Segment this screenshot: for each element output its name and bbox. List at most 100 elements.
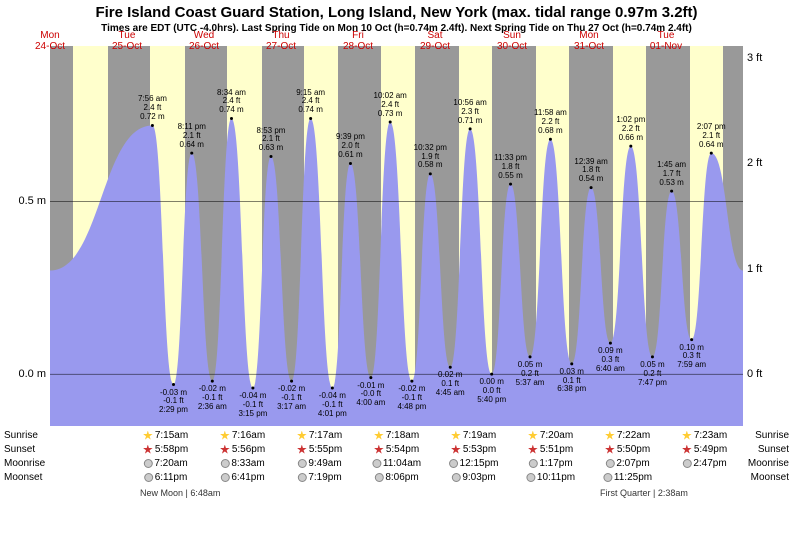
sunmoon-time: 9:49am xyxy=(308,458,341,469)
sunmoon-row-label: Sunrise xyxy=(4,430,38,441)
sunmoon-item: 5:53pm xyxy=(451,444,496,455)
tide-point-label: 1:45 am1.7 ft0.53 m xyxy=(657,161,686,187)
moon-icon xyxy=(449,459,458,468)
sunrise-icon xyxy=(220,431,230,441)
tide-point-label: 0.09 m0.3 ft6:40 am xyxy=(596,347,625,373)
day-header: Mon24-Oct xyxy=(35,30,65,52)
sunmoon-item: 7:15am xyxy=(143,430,188,441)
sunmoon-time: 2:47pm xyxy=(693,458,726,469)
sunmoon-time: 7:22am xyxy=(617,430,650,441)
moon-phase-label: First Quarter | 2:38am xyxy=(600,488,688,498)
sunmoon-time: 5:58pm xyxy=(155,444,188,455)
moon-icon xyxy=(143,459,152,468)
sunmoon-item: 7:17am xyxy=(297,430,342,441)
sunmoon-item: 2:47pm xyxy=(682,458,726,469)
sunset-icon xyxy=(528,445,538,455)
sunset-icon xyxy=(605,445,615,455)
moon-icon xyxy=(526,473,535,482)
sunmoon-time: 11:04am xyxy=(383,458,421,469)
tide-point-label: -0.04 m-0.1 ft3:15 pm xyxy=(238,392,267,418)
moon-icon xyxy=(374,473,383,482)
sunmoon-time: 1:17pm xyxy=(539,458,572,469)
tide-point-label: 10:02 am2.4 ft0.73 m xyxy=(373,92,406,118)
sunmoon-item: 7:23am xyxy=(682,430,727,441)
sunrise-icon xyxy=(682,431,692,441)
sunmoon-time: 6:41pm xyxy=(231,472,264,483)
tide-point-label: 11:33 pm1.8 ft0.55 m xyxy=(494,154,527,180)
tide-point-label: 0.02 m0.1 ft4:45 am xyxy=(436,371,465,397)
sunmoon-item: 7:20am xyxy=(528,430,573,441)
sunmoon-item: 10:11pm xyxy=(526,472,575,483)
tide-point-label: 7:56 am2.4 ft0.72 m xyxy=(138,95,167,121)
moon-phase-label: New Moon | 6:48am xyxy=(140,488,220,498)
sunmoon-time: 7:17am xyxy=(309,430,342,441)
sunmoon-time: 5:53pm xyxy=(463,444,496,455)
tide-point-label: -0.04 m-0.1 ft4:01 pm xyxy=(318,392,347,418)
tide-point-label: -0.01 m-0.0 ft4:00 am xyxy=(356,382,385,408)
moon-icon xyxy=(603,473,612,482)
sunmoon-item: 9:49am xyxy=(297,458,341,469)
sunmoon-time: 7:23am xyxy=(694,430,727,441)
tide-point-label: 8:34 am2.4 ft0.74 m xyxy=(217,89,246,115)
moon-icon xyxy=(220,459,229,468)
tide-point-label: 8:53 pm2.1 ft0.63 m xyxy=(257,127,286,153)
right-axis-tick: 2 ft xyxy=(747,157,762,169)
sunmoon-row-label: Sunset xyxy=(4,444,35,455)
sunset-icon xyxy=(374,445,384,455)
sunmoon-time: 5:49pm xyxy=(694,444,727,455)
sunmoon-time: 10:11pm xyxy=(537,472,575,483)
sunmoon-time: 6:11pm xyxy=(155,472,188,483)
left-axis-tick: 0.5 m xyxy=(18,195,46,207)
sunmoon-item: 8:06pm xyxy=(374,472,418,483)
chart-title: Fire Island Coast Guard Station, Long Is… xyxy=(0,0,793,21)
sunmoon-item: 7:22am xyxy=(605,430,650,441)
right-axis-tick: 0 ft xyxy=(747,368,762,380)
sunmoon-time: 5:51pm xyxy=(540,444,573,455)
left-axis-tick: 0.0 m xyxy=(18,368,46,380)
sunmoon-time: 5:50pm xyxy=(617,444,650,455)
sunmoon-item: 5:50pm xyxy=(605,444,650,455)
moon-icon xyxy=(297,473,306,482)
sunmoon-time: 7:20am xyxy=(540,430,573,441)
sunmoon-item: 11:25pm xyxy=(603,472,652,483)
sunmoon-time: 5:54pm xyxy=(386,444,419,455)
sunmoon-time: 7:20am xyxy=(154,458,187,469)
day-header: Sat29-Oct xyxy=(420,30,450,52)
moon-icon xyxy=(451,473,460,482)
sunmoon-item: 5:58pm xyxy=(143,444,188,455)
sunmoon-time: 8:33am xyxy=(231,458,264,469)
sunmoon-time: 7:16am xyxy=(232,430,265,441)
tide-point-label: -0.02 m-0.1 ft4:48 pm xyxy=(397,385,426,411)
sunrise-icon xyxy=(451,431,461,441)
sunmoon-row-label-right: Sunrise xyxy=(755,430,789,441)
sunmoon-time: 7:18am xyxy=(386,430,419,441)
tide-point-label: -0.03 m-0.1 ft2:29 pm xyxy=(159,389,188,415)
sunmoon-time: 2:07pm xyxy=(616,458,649,469)
sunmoon-time: 5:55pm xyxy=(309,444,342,455)
day-header: Tue01-Nov xyxy=(650,30,682,52)
tide-point-label: 0.03 m0.1 ft6:38 pm xyxy=(557,368,586,394)
sunmoon-item: 6:41pm xyxy=(220,472,264,483)
day-header: Tue25-Oct xyxy=(112,30,142,52)
sunmoon-item: 7:16am xyxy=(220,430,265,441)
sunmoon-item: 2:07pm xyxy=(605,458,649,469)
sunset-icon xyxy=(297,445,307,455)
tide-point-label: 10:56 am2.3 ft0.71 m xyxy=(453,99,486,125)
tide-chart-container: Fire Island Coast Guard Station, Long Is… xyxy=(0,0,793,539)
sunmoon-row-label: Moonset xyxy=(4,472,42,483)
sunmoon-time: 8:06pm xyxy=(385,472,418,483)
sunmoon-time: 11:25pm xyxy=(614,472,652,483)
sunmoon-row-label-right: Moonset xyxy=(751,472,789,483)
sunmoon-item: 6:11pm xyxy=(144,472,188,483)
sunmoon-item: 8:33am xyxy=(220,458,264,469)
sunset-icon xyxy=(451,445,461,455)
tide-point-label: 0.05 m0.2 ft5:37 am xyxy=(516,361,545,387)
tide-point-label: 9:39 pm2.0 ft0.61 m xyxy=(336,133,365,159)
chart-area: 7:56 am2.4 ft0.72 m -0.03 m-0.1 ft2:29 pm… xyxy=(50,46,743,426)
moon-icon xyxy=(528,459,537,468)
moon-icon xyxy=(220,473,229,482)
sunmoon-row-label-right: Sunset xyxy=(758,444,789,455)
sunset-icon xyxy=(143,445,153,455)
sunmoon-time: 9:03pm xyxy=(462,472,495,483)
sunrise-icon xyxy=(297,431,307,441)
